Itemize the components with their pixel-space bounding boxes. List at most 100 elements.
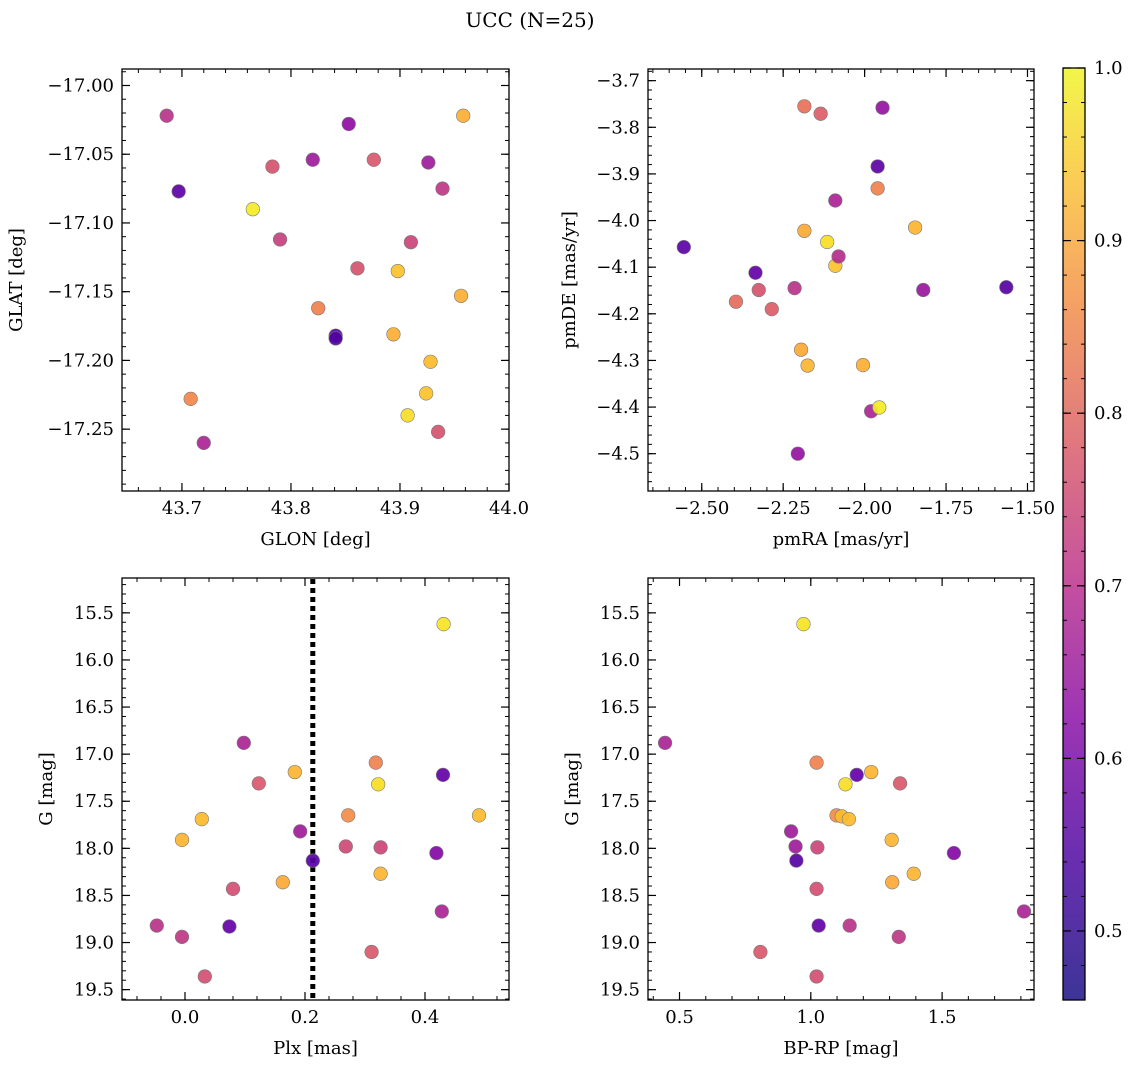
data-point xyxy=(751,282,766,298)
y-tick-label: −17.05 xyxy=(47,144,114,165)
data-point xyxy=(159,108,174,123)
colorbar-tick-label: 0.9 xyxy=(1094,231,1123,252)
x-tick-label: −1.75 xyxy=(918,498,973,519)
x-axis-label: BP-RP [mag] xyxy=(783,1038,898,1059)
y-tick-label: 16.0 xyxy=(74,650,114,671)
data-point xyxy=(793,342,809,357)
data-point xyxy=(999,280,1014,295)
y-tick-label: 19.5 xyxy=(74,980,114,1001)
data-point xyxy=(328,331,343,346)
y-tick-label: −4.5 xyxy=(596,444,640,465)
figure-title: UCC (N=25) xyxy=(465,8,594,32)
axes-frame xyxy=(121,68,510,492)
x-tick-label: −1.50 xyxy=(1000,498,1055,519)
x-tick-label: 43.9 xyxy=(380,498,420,519)
data-point xyxy=(251,776,266,791)
y-tick-label: −4.0 xyxy=(596,211,640,232)
axes-frame xyxy=(647,68,1035,492)
data-point xyxy=(434,904,449,919)
y-tick-label: 17.5 xyxy=(600,791,640,812)
data-point xyxy=(855,357,871,373)
data-point xyxy=(800,358,815,373)
data-point xyxy=(764,302,779,317)
data-point xyxy=(471,808,487,823)
y-axis-label: G [mag] xyxy=(36,752,57,825)
data-point xyxy=(787,281,802,296)
y-axis-label: pmDE [mas/yr] xyxy=(559,211,580,349)
data-point xyxy=(196,435,211,450)
data-point xyxy=(368,755,383,770)
data-point xyxy=(400,408,415,423)
axes-frame xyxy=(121,577,510,1001)
data-point xyxy=(305,152,320,167)
x-tick-label: 1.0 xyxy=(796,1007,825,1028)
data-point xyxy=(820,234,835,250)
data-point xyxy=(884,832,899,847)
x-tick-label: 1.5 xyxy=(928,1007,957,1028)
data-point xyxy=(293,824,308,839)
x-tick-label: 43.8 xyxy=(271,498,311,519)
scatter-panels: 43.7 43.8 43.9 44.0 −17.25 −17.20 −17.15 −17.10… xyxy=(6,68,1055,1059)
x-tick-label: 0.2 xyxy=(291,1007,320,1028)
data-point xyxy=(272,232,288,247)
data-point xyxy=(275,875,290,890)
data-point xyxy=(831,249,846,264)
data-point xyxy=(842,918,857,933)
data-point xyxy=(891,929,906,944)
colorbar-tick-label: 0.8 xyxy=(1094,403,1123,424)
data-point xyxy=(809,881,824,896)
data-point xyxy=(174,832,190,847)
axes-frame xyxy=(647,577,1035,1001)
y-tick-label: 17.0 xyxy=(600,744,640,765)
data-point xyxy=(809,755,824,770)
data-point xyxy=(676,240,691,255)
x-tick-label: 0.0 xyxy=(171,1007,200,1028)
data-point xyxy=(946,845,962,861)
y-axis-label: GLAT [deg] xyxy=(6,228,27,332)
data-point xyxy=(390,263,405,279)
data-point xyxy=(197,969,212,984)
data-point xyxy=(149,918,164,933)
y-tick-label: 16.5 xyxy=(74,697,114,718)
y-tick-label: 15.5 xyxy=(74,603,114,624)
x-tick-label: −2.00 xyxy=(837,498,892,519)
data-point xyxy=(366,152,381,167)
y-axis-label: G [mag] xyxy=(562,752,583,825)
data-point xyxy=(183,391,198,407)
data-point xyxy=(790,446,805,461)
data-point xyxy=(728,294,744,309)
data-point xyxy=(364,944,379,960)
y-tick-label: −4.1 xyxy=(596,257,640,278)
y-tick-label: −4.4 xyxy=(596,397,640,418)
y-tick-label: −3.7 xyxy=(596,71,640,92)
x-axis-label: Plx [mas] xyxy=(273,1038,358,1059)
data-point xyxy=(222,919,237,934)
data-point xyxy=(1016,904,1032,919)
colorbar-tick-label: 0.6 xyxy=(1094,748,1123,769)
data-point xyxy=(797,99,812,114)
data-point xyxy=(809,969,824,984)
data-point xyxy=(194,812,209,827)
data-point xyxy=(338,839,353,854)
y-tick-label: 17.0 xyxy=(74,744,114,765)
data-point xyxy=(789,853,804,868)
x-tick-label: 44.0 xyxy=(489,498,529,519)
data-point xyxy=(872,400,887,415)
y-tick-label: 17.5 xyxy=(74,791,114,812)
data-point xyxy=(870,181,885,196)
data-point xyxy=(265,159,280,174)
panel-pm: −2.50 −2.25 −2.00 −1.75 −1.50 −4.5 −4.4 −4.3 −4.… xyxy=(559,68,1055,550)
data-point xyxy=(311,301,326,316)
y-tick-label: 15.5 xyxy=(600,603,640,624)
y-tick-label: 19.0 xyxy=(600,933,640,954)
data-point xyxy=(171,184,186,199)
y-tick-label: 18.5 xyxy=(74,885,114,906)
x-tick-label: 43.7 xyxy=(162,498,202,519)
x-tick-label: 0.4 xyxy=(411,1007,440,1028)
data-point xyxy=(341,808,356,823)
data-point xyxy=(386,327,401,342)
data-point xyxy=(435,181,450,196)
y-tick-label: 18.5 xyxy=(600,885,640,906)
data-point xyxy=(838,777,853,792)
data-point xyxy=(864,764,879,780)
